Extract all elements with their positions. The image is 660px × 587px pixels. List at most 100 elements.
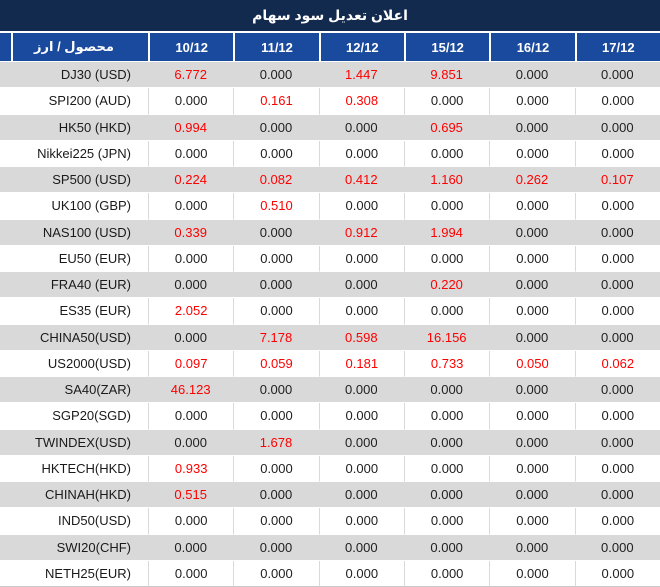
value-cell: 0.000	[403, 140, 490, 167]
value-cell: 0.062	[574, 350, 660, 377]
value-cell: 0.695	[403, 114, 490, 141]
product-cell: EU50 (EUR)	[0, 245, 148, 272]
value-cell: 0.000	[574, 193, 660, 220]
value-cell: 0.000	[403, 403, 490, 430]
value-cell: 0.000	[403, 193, 490, 220]
table-row: CHINA50(USD) 0.000 7.178 0.598 16.156 0.000 0.…	[0, 324, 660, 351]
value-cell: 0.000	[233, 377, 319, 404]
value-cell: 0.000	[489, 114, 575, 141]
value-cell: 0.000	[489, 377, 575, 404]
value-cell: 0.000	[574, 403, 660, 430]
table-row: FRA40 (EUR) 0.000 0.000 0.000 0.220 0.000 0.00…	[0, 272, 660, 299]
product-cell: DJ30 (USD)	[0, 62, 148, 89]
value-cell: 0.598	[318, 324, 404, 351]
product-cell: SP500 (USD)	[0, 167, 148, 194]
value-cell: 0.000	[318, 245, 404, 272]
value-cell: 0.000	[233, 62, 319, 89]
product-cell: NETH25(EUR)	[0, 560, 148, 587]
product-cell: FRA40 (EUR)	[0, 272, 148, 299]
table-row: SPI200 (AUD) 0.000 0.161 0.308 0.000 0.000 0.0…	[0, 88, 660, 115]
value-cell: 0.082	[233, 167, 319, 194]
table-row: UK100 (GBP) 0.000 0.510 0.000 0.000 0.000 0.00…	[0, 193, 660, 220]
value-cell: 0.000	[489, 403, 575, 430]
table-row: TWINDEX(USD) 0.000 1.678 0.000 0.000 0.000 0.0…	[0, 429, 660, 456]
value-cell: 9.851	[403, 62, 490, 89]
value-cell: 0.000	[489, 534, 575, 561]
value-cell: 0.000	[233, 534, 319, 561]
value-cell: 0.000	[233, 482, 319, 509]
value-cell: 1.447	[318, 62, 404, 89]
value-cell: 0.000	[318, 298, 404, 325]
table-row: HKTECH(HKD) 0.933 0.000 0.000 0.000 0.000 0.00…	[0, 455, 660, 482]
value-cell: 0.000	[403, 88, 490, 115]
value-cell: 0.000	[403, 508, 490, 535]
product-cell: CHINA50(USD)	[0, 324, 148, 351]
value-cell: 0.000	[489, 455, 575, 482]
value-cell: 0.000	[148, 534, 234, 561]
value-cell: 0.000	[489, 219, 575, 246]
date-header: 16/12	[489, 33, 575, 62]
value-cell: 0.262	[489, 167, 575, 194]
table-title: اعلان تعديل سود سهام	[0, 0, 660, 33]
value-cell: 0.107	[574, 167, 660, 194]
value-cell: 0.000	[489, 88, 575, 115]
product-cell: SA40(ZAR)	[0, 377, 148, 404]
value-cell: 0.220	[403, 272, 490, 299]
value-cell: 0.000	[318, 377, 404, 404]
product-cell: SGP20(SGD)	[0, 403, 148, 430]
value-cell: 0.097	[148, 350, 234, 377]
value-cell: 0.000	[403, 298, 490, 325]
product-cell: CHINAH(HKD)	[0, 482, 148, 509]
product-cell: SWI20(CHF)	[0, 534, 148, 561]
value-cell: 0.412	[318, 167, 404, 194]
date-header: 15/12	[403, 33, 490, 62]
value-cell: 6.772	[148, 62, 234, 89]
product-cell: HKTECH(HKD)	[0, 455, 148, 482]
value-cell: 0.000	[233, 455, 319, 482]
value-cell: 0.000	[148, 560, 234, 587]
table-row: Nikkei225 (JPN) 0.000 0.000 0.000 0.000 0.000…	[0, 140, 660, 167]
value-cell: 0.000	[148, 245, 234, 272]
table-row: ES35 (EUR) 2.052 0.000 0.000 0.000 0.000 0.000	[0, 298, 660, 325]
table-body: DJ30 (USD) 6.772 0.000 1.447 9.851 0.000 0.000…	[0, 62, 660, 587]
value-cell: 0.000	[318, 482, 404, 509]
value-cell: 1.160	[403, 167, 490, 194]
value-cell: 0.000	[574, 272, 660, 299]
table-row: NETH25(EUR) 0.000 0.000 0.000 0.000 0.000 0.00…	[0, 560, 660, 587]
value-cell: 0.000	[148, 403, 234, 430]
product-cell: UK100 (GBP)	[0, 193, 148, 220]
table-row: SP500 (USD) 0.224 0.082 0.412 1.160 0.262 0.10…	[0, 167, 660, 194]
value-cell: 0.000	[318, 534, 404, 561]
value-cell: 2.052	[148, 298, 234, 325]
value-cell: 0.181	[318, 350, 404, 377]
value-cell: 0.000	[489, 62, 575, 89]
value-cell: 0.000	[489, 298, 575, 325]
value-cell: 0.000	[148, 429, 234, 456]
value-cell: 0.000	[574, 482, 660, 509]
value-cell: 0.000	[233, 508, 319, 535]
value-cell: 0.000	[233, 140, 319, 167]
table-row: SWI20(CHF) 0.000 0.000 0.000 0.000 0.000 0.000	[0, 534, 660, 561]
product-cell: Nikkei225 (JPN)	[0, 140, 148, 167]
value-cell: 0.000	[574, 114, 660, 141]
value-cell: 0.000	[574, 219, 660, 246]
table-row: NAS100 (USD) 0.339 0.000 0.912 1.994 0.000 0.0…	[0, 219, 660, 246]
table-row: EU50 (EUR) 0.000 0.000 0.000 0.000 0.000 0.000	[0, 245, 660, 272]
value-cell: 0.000	[403, 245, 490, 272]
value-cell: 0.000	[574, 455, 660, 482]
product-cell: SPI200 (AUD)	[0, 88, 148, 115]
value-cell: 0.000	[148, 508, 234, 535]
header-row: محصول / ارز 10/12 11/12 12/12 15/12 16/12 17/…	[0, 33, 660, 62]
value-cell: 0.224	[148, 167, 234, 194]
product-cell: NAS100 (USD)	[0, 219, 148, 246]
value-cell: 0.000	[574, 245, 660, 272]
value-cell: 0.933	[148, 455, 234, 482]
value-cell: 0.000	[489, 193, 575, 220]
value-cell: 0.000	[489, 482, 575, 509]
value-cell: 0.050	[489, 350, 575, 377]
value-cell: 0.000	[318, 403, 404, 430]
value-cell: 0.510	[233, 193, 319, 220]
value-cell: 0.733	[403, 350, 490, 377]
value-cell: 0.000	[574, 140, 660, 167]
table-row: SGP20(SGD) 0.000 0.000 0.000 0.000 0.000 0.000	[0, 403, 660, 430]
